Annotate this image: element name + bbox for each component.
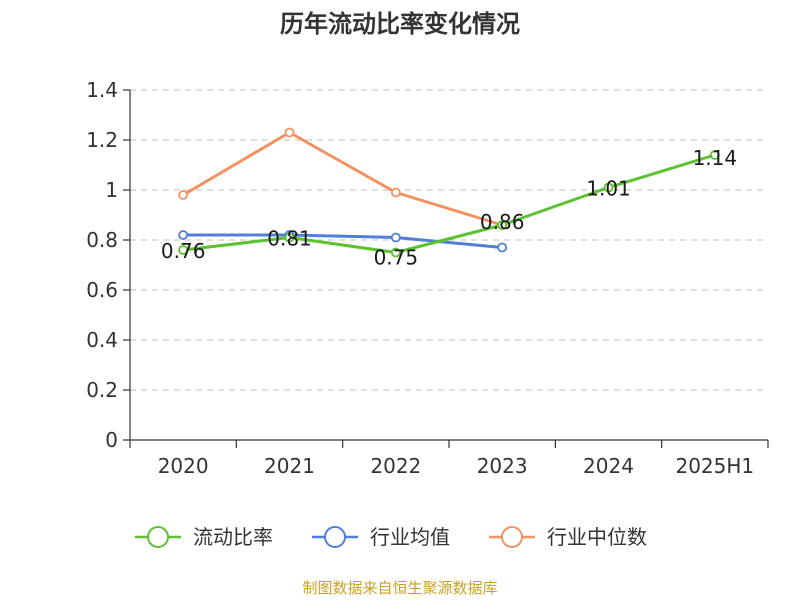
data-label: 0.81 xyxy=(267,227,312,251)
data-point[interactable] xyxy=(390,247,401,258)
data-label: 0.86 xyxy=(480,210,525,234)
data-point[interactable] xyxy=(284,232,295,243)
data-point[interactable] xyxy=(178,190,189,200)
y-tick-label: 1.2 xyxy=(86,128,118,152)
data-label: 1.14 xyxy=(693,146,738,170)
series-line xyxy=(182,131,503,227)
chart-title: 历年流动比率变化情况 xyxy=(280,10,520,38)
legend-label: 行业均值 xyxy=(370,525,450,549)
data-label: 0.75 xyxy=(374,246,419,270)
data-point[interactable] xyxy=(178,245,189,255)
data-point[interactable] xyxy=(390,232,401,243)
data-labels: 0.76 0.81 0.75 0.86 1.01 1.14 xyxy=(161,146,737,270)
data-label: 0.76 xyxy=(161,239,206,263)
series-0 xyxy=(178,150,720,258)
x-tick-label: 2024 xyxy=(583,454,634,478)
x-tick-label: 2021 xyxy=(264,454,315,478)
data-point[interactable] xyxy=(390,187,401,198)
legend-swatch-marker xyxy=(324,526,346,548)
series-line xyxy=(183,233,503,249)
legend-item[interactable]: 行业均值 xyxy=(312,525,450,549)
legend-item[interactable]: 流动比率 xyxy=(135,525,273,549)
source-note: 制图数据来自恒生聚源数据库 xyxy=(302,579,497,597)
y-tick-label: 0.8 xyxy=(86,228,118,252)
data-point[interactable] xyxy=(497,242,508,253)
series-line xyxy=(182,153,716,254)
y-tick-label: 0.2 xyxy=(86,378,118,402)
y-tick-label: 1.4 xyxy=(86,78,118,102)
y-tick-label: 0.4 xyxy=(86,328,118,352)
data-point[interactable] xyxy=(178,230,189,240)
series xyxy=(178,127,720,258)
legend-label: 行业中位数 xyxy=(547,525,647,549)
legend-swatch-marker xyxy=(501,526,523,548)
data-label: 1.01 xyxy=(586,177,631,201)
series-1 xyxy=(178,230,508,253)
y-tick-label: 1 xyxy=(105,178,118,202)
x-tick-label: 2020 xyxy=(158,454,209,478)
legend-item[interactable]: 行业中位数 xyxy=(489,525,647,549)
data-point[interactable] xyxy=(284,127,295,138)
series-2 xyxy=(178,127,508,230)
data-point[interactable] xyxy=(603,182,614,193)
data-point[interactable] xyxy=(709,150,720,160)
legend-label: 流动比率 xyxy=(193,525,273,549)
x-tick-label: 2023 xyxy=(477,454,528,478)
y-tick-label: 0 xyxy=(105,428,118,452)
x-tick-label: 2022 xyxy=(370,454,421,478)
legend-swatch-marker xyxy=(147,526,169,548)
data-point[interactable] xyxy=(497,220,508,230)
y-tick-label: 0.6 xyxy=(86,278,118,302)
x-tick-label: 2025H1 xyxy=(675,454,754,478)
legend[interactable]: 流动比率 行业均值 行业中位数 xyxy=(135,525,647,549)
